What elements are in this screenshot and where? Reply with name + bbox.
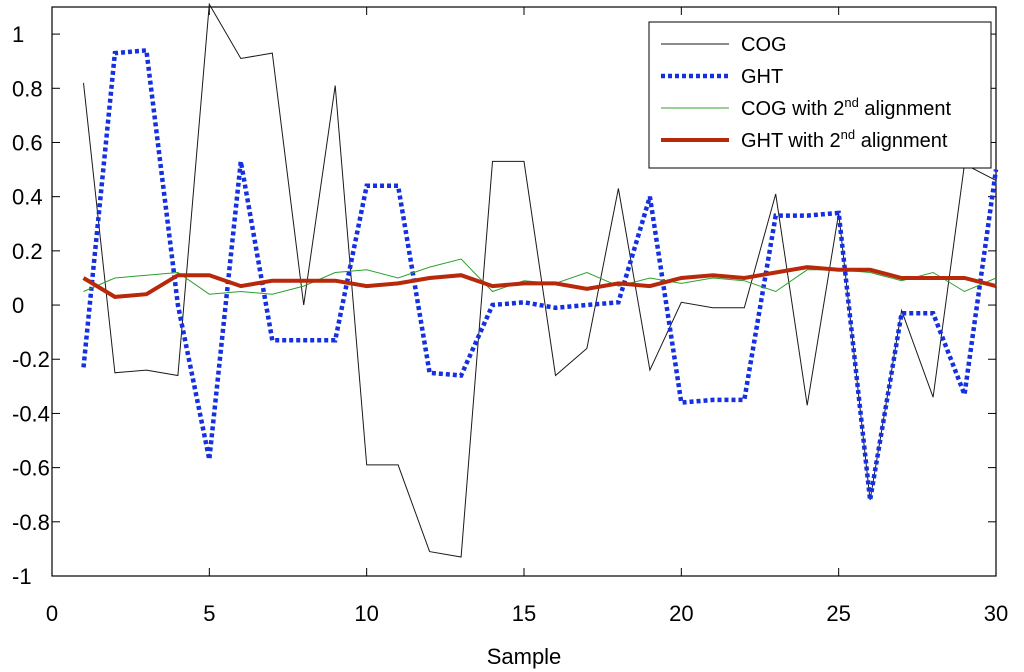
y-axis: -1 -0.8 -0.6 -0.4 -0.2 0 0.2 0.4 0.6 0.8 1 — [12, 22, 996, 589]
y-tick-label: -0.4 — [12, 401, 50, 426]
x-tick-label: 30 — [984, 601, 1008, 626]
legend-label: GHT with 2nd alignment — [741, 127, 948, 152]
y-tick-label: 0 — [12, 293, 24, 318]
legend-label: COG with 2nd alignment — [741, 95, 952, 120]
legend-label-main: GHT with 2 — [741, 130, 841, 152]
series-cog-with-2nd-alignment — [83, 258, 997, 295]
x-tick-label: 10 — [354, 601, 378, 626]
series-ght-with-2nd-alignment — [82, 265, 997, 299]
x-axis: 0 5 10 15 20 25 30 — [46, 7, 1008, 626]
legend-label: GHT — [741, 66, 783, 88]
legend-label-main: COG with 2 — [741, 98, 844, 120]
y-tick-label: 0.8 — [12, 76, 43, 101]
x-tick-label: 25 — [826, 601, 850, 626]
legend-label-main: COG — [741, 34, 787, 56]
legend-label-superscript: nd — [841, 127, 855, 142]
x-axis-title: Sample — [487, 644, 562, 669]
legend-label-tail: alignment — [855, 130, 948, 152]
legend-label: COG — [741, 34, 787, 56]
y-tick-label: -1 — [12, 564, 32, 589]
y-tick-label: -0.8 — [12, 510, 50, 535]
x-tick-label: 0 — [46, 601, 58, 626]
series-line — [81, 47, 999, 501]
legend-label-tail: alignment — [859, 98, 952, 120]
series-line — [83, 258, 997, 295]
y-tick-label: -0.6 — [12, 456, 50, 481]
legend-label-main: GHT — [741, 66, 783, 88]
legend-label-superscript: nd — [844, 95, 858, 110]
y-tick-label: 0.6 — [12, 130, 43, 155]
y-tick-label: 0.2 — [12, 239, 43, 264]
series-line — [82, 265, 997, 299]
y-tick-label: -0.2 — [12, 347, 50, 372]
series-layer — [81, 2, 999, 558]
legend-box — [648, 21, 992, 169]
x-tick-label: 15 — [512, 601, 536, 626]
y-tick-label: 1 — [12, 22, 24, 47]
y-tick-label: 0.4 — [12, 185, 43, 210]
series-ght — [81, 47, 999, 501]
x-tick-label: 5 — [203, 601, 215, 626]
x-tick-label: 20 — [669, 601, 693, 626]
